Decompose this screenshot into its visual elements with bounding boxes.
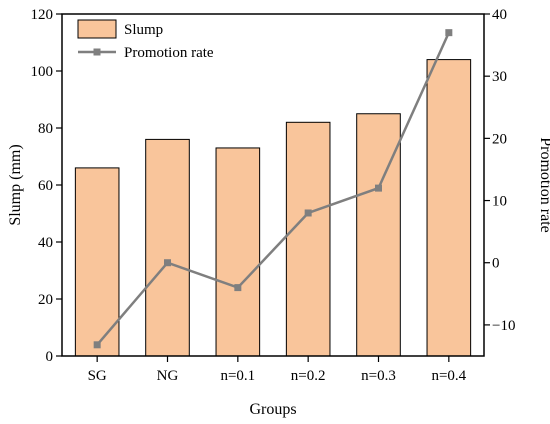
x-tick-label-sg: SG [88,368,107,384]
y2-tick-label: 10 [492,194,507,210]
y-tick-label: 40 [38,235,53,251]
legend-swatch-slump [77,19,117,39]
legend: Slump Promotion rate [77,19,214,61]
y-tick-label: 80 [38,121,53,137]
x-axis-title: Groups [249,401,296,418]
legend-label-slump: Slump [124,22,163,38]
bar-series-slump [74,59,472,357]
plot-frame [61,13,485,357]
y-tick-label: 20 [38,292,53,308]
bar-n-0-1 [215,147,261,357]
y-tick-label: 100 [31,64,54,80]
bar-sg [74,167,120,357]
y2-tick-label: 40 [492,7,507,23]
bar-ng [145,138,190,357]
y2-tick-label: 0 [492,256,500,272]
promotion-rate-point-ng [164,259,171,267]
y-tick-label: 60 [38,178,53,194]
x-tick-label-n-0-4: n=0.4 [431,368,466,384]
legend-marker-promotion-rate [93,48,101,56]
y2-axis-title: Promotion rate [537,137,550,233]
promotion-rate-line [96,32,450,346]
promotion-rate-point-sg [93,341,101,349]
x-axis: SG NG n=0.1 n=0.2 n=0.3 n=0.4 [88,356,467,384]
right-axis: −10 0 10 20 30 40 [484,7,515,334]
y-axis-title: Slump (mm) [7,144,24,225]
y-tick-label: 120 [31,7,54,23]
bar-n-0-3 [356,113,401,357]
left-axis: 0 20 40 60 80 100 120 [31,7,62,365]
y2-tick-label: 30 [492,69,507,85]
y2-tick-label: 20 [492,131,507,147]
promotion-rate-point-n-0-2 [304,209,312,217]
bar-n-0-2 [285,121,331,357]
line-series-promotion-rate [93,29,453,349]
promotion-rate-point-n-0-3 [375,184,382,192]
bar-n-0-4 [426,59,472,357]
x-tick-label-n-0-2: n=0.2 [291,368,326,384]
x-tick-label-ng: NG [157,368,179,384]
x-tick-label-n-0-1: n=0.1 [220,368,255,384]
y2-tick-label: −10 [492,318,515,334]
x-tick-label-n-0-3: n=0.3 [361,368,396,384]
y-tick-label: 0 [46,349,54,365]
promotion-rate-point-n-0-1 [234,284,242,292]
promotion-rate-point-n-0-4 [445,29,453,37]
legend-label-promotion-rate: Promotion rate [124,45,214,61]
